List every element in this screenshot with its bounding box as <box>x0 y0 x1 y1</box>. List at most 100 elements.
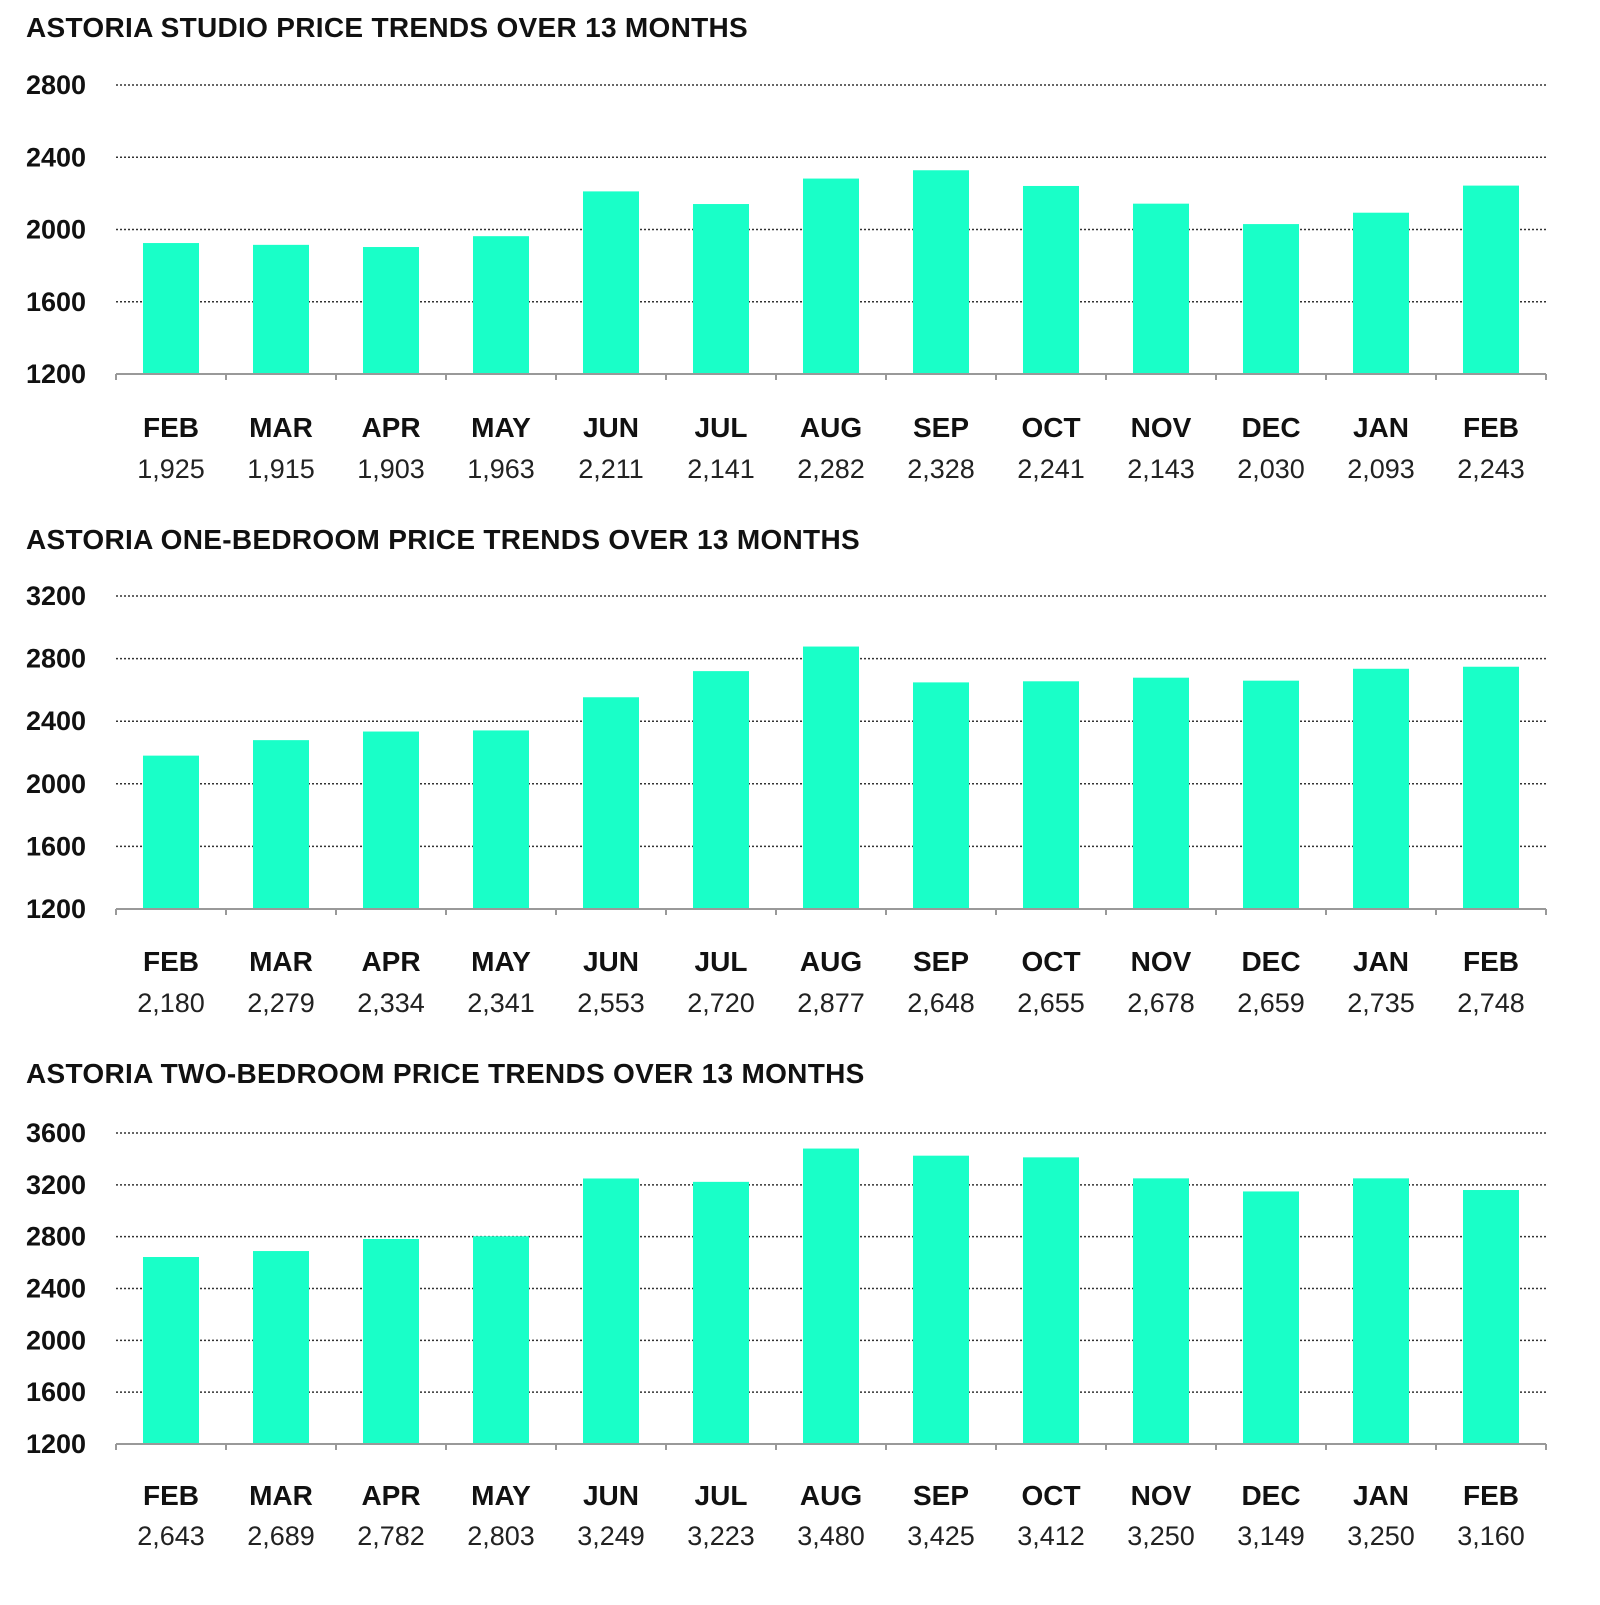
two-bedroom-price-chart: ASTORIA TWO-BEDROOM PRICE TRENDS OVER 13… <box>0 1058 1600 1603</box>
bar <box>583 1178 639 1444</box>
bar-value-label: 3,249 <box>577 1521 645 1551</box>
bar-value-label: 2,648 <box>907 988 975 1018</box>
bar-value-label: 2,735 <box>1347 988 1415 1018</box>
x-category-label: AUG <box>800 946 862 977</box>
y-tick-label: 2800 <box>26 644 86 674</box>
two-bedroom-bar-plot: 1200 1600 2000 2400 2800 3200 3600 FEB 2,643 MAR 2… <box>26 1118 1547 1551</box>
x-category-label: JUN <box>583 946 639 977</box>
chart-title: ASTORIA TWO-BEDROOM PRICE TRENDS OVER 13… <box>26 1058 865 1089</box>
one-bedroom-price-chart: ASTORIA ONE-BEDROOM PRICE TRENDS OVER 13… <box>0 524 1600 1034</box>
x-category-label: DEC <box>1241 412 1300 443</box>
bar <box>253 1251 309 1444</box>
bar-value-label: 2,341 <box>467 988 535 1018</box>
bar <box>1243 1191 1299 1444</box>
x-category-label: MAY <box>471 1480 531 1511</box>
x-category-label: MAR <box>249 946 313 977</box>
bar-value-label: 2,093 <box>1347 454 1415 484</box>
bar-value-label: 3,250 <box>1127 1521 1195 1551</box>
bar <box>473 730 529 909</box>
chart-title: ASTORIA ONE-BEDROOM PRICE TRENDS OVER 13… <box>26 524 860 555</box>
bar-value-label: 3,480 <box>797 1521 865 1551</box>
bar-value-label: 1,925 <box>137 454 205 484</box>
bar-value-label: 2,655 <box>1017 988 1085 1018</box>
bar <box>803 1148 859 1444</box>
bar <box>913 170 969 374</box>
bar <box>1353 1178 1409 1444</box>
x-category-label: SEP <box>913 412 969 443</box>
bar <box>473 236 529 374</box>
y-tick-label: 2400 <box>26 142 86 172</box>
bar-value-label: 2,243 <box>1457 454 1525 484</box>
bar <box>803 646 859 909</box>
bar-value-label: 2,782 <box>357 1521 425 1551</box>
y-tick-label: 2000 <box>26 1325 86 1355</box>
y-tick-label: 1200 <box>26 1429 86 1459</box>
x-category-label: AUG <box>800 1480 862 1511</box>
y-tick-label: 2000 <box>26 215 86 245</box>
bar-value-label: 3,160 <box>1457 1521 1525 1551</box>
x-category-label: NOV <box>1131 946 1192 977</box>
y-tick-label: 1200 <box>26 894 86 924</box>
y-tick-label: 3200 <box>26 581 86 611</box>
bar <box>1243 224 1299 374</box>
x-category-label: FEB <box>143 946 199 977</box>
bar <box>693 204 749 374</box>
bar <box>1133 1178 1189 1444</box>
x-category-label: AUG <box>800 412 862 443</box>
studio-price-chart: ASTORIA STUDIO PRICE TRENDS OVER 13 MONT… <box>0 12 1600 512</box>
bar <box>363 1238 419 1444</box>
bar-value-label: 2,689 <box>247 1521 315 1551</box>
bar <box>1133 677 1189 909</box>
bar <box>143 1257 199 1444</box>
bar <box>143 243 199 374</box>
x-category-label: JUN <box>583 1480 639 1511</box>
bar-value-label: 1,915 <box>247 454 315 484</box>
y-tick-label: 3600 <box>26 1118 86 1148</box>
x-category-label: FEB <box>1463 1480 1519 1511</box>
x-category-label: JUN <box>583 412 639 443</box>
bar <box>1243 680 1299 909</box>
one-bedroom-bar-plot: 1200 1600 2000 2400 2800 3200 FEB 2,180 MAR 2,279… <box>26 581 1547 1018</box>
x-category-label: FEB <box>1463 412 1519 443</box>
bar <box>253 740 309 909</box>
chart-title: ASTORIA STUDIO PRICE TRENDS OVER 13 MONT… <box>26 12 749 43</box>
x-category-label: JUL <box>695 412 748 443</box>
x-category-label: OCT <box>1021 412 1080 443</box>
bar <box>1133 203 1189 374</box>
bar <box>1023 1157 1079 1444</box>
bar <box>1023 681 1079 909</box>
y-tick-label: 2400 <box>26 706 86 736</box>
bar-value-label: 2,282 <box>797 454 865 484</box>
y-tick-label: 1200 <box>26 359 86 389</box>
bar <box>363 247 419 374</box>
y-tick-label: 1600 <box>26 831 86 861</box>
bar <box>363 731 419 909</box>
x-category-label: MAR <box>249 412 313 443</box>
bar <box>913 682 969 909</box>
bar-value-label: 1,963 <box>467 454 535 484</box>
bar-value-label: 2,141 <box>687 454 755 484</box>
x-category-label: OCT <box>1021 946 1080 977</box>
x-category-label: FEB <box>143 1480 199 1511</box>
bar <box>1463 666 1519 909</box>
bar-value-label: 2,241 <box>1017 454 1085 484</box>
y-tick-label: 2400 <box>26 1274 86 1304</box>
x-category-label: MAY <box>471 412 531 443</box>
bar <box>1463 185 1519 374</box>
y-tick-label: 1600 <box>26 1377 86 1407</box>
bar <box>1023 185 1079 374</box>
x-category-label: FEB <box>1463 946 1519 977</box>
bar-value-label: 2,678 <box>1127 988 1195 1018</box>
bar-value-label: 2,211 <box>578 454 644 484</box>
x-category-label: SEP <box>913 946 969 977</box>
x-category-label: NOV <box>1131 1480 1192 1511</box>
bar-value-label: 3,149 <box>1237 1521 1305 1551</box>
bar <box>253 244 309 374</box>
y-tick-label: 2000 <box>26 769 86 799</box>
bar <box>693 1181 749 1444</box>
x-category-label: APR <box>361 946 420 977</box>
x-category-label: MAY <box>471 946 531 977</box>
bar-value-label: 2,030 <box>1237 454 1305 484</box>
x-category-label: APR <box>361 412 420 443</box>
x-category-label: JUL <box>695 1480 748 1511</box>
